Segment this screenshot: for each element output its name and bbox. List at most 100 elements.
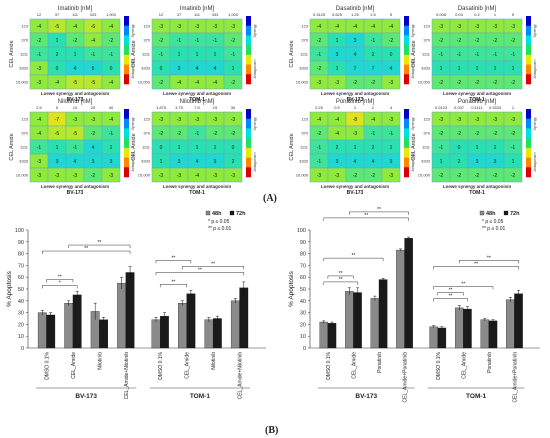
bar-48h <box>37 312 47 349</box>
legend-colorbar-segment <box>404 64 409 75</box>
legend-label: 48h <box>212 211 222 217</box>
heatmap-x-tick: 30 <box>231 105 236 110</box>
significance-marker: ** <box>449 293 453 299</box>
legend-colorbar-segment <box>404 109 409 120</box>
y-tick-label: 0 <box>303 346 306 352</box>
y-tick-label: 70 <box>300 263 306 269</box>
heatmap-cell-value: -2 <box>511 173 516 179</box>
heatmap-cell-value: 1 <box>336 66 339 72</box>
legend-colorbar-segment <box>526 35 531 46</box>
bar-72h <box>186 293 196 349</box>
heatmap-cell-line: TOM-1 <box>469 97 485 103</box>
heatmap-y-tick: 370 <box>423 131 430 136</box>
legend-label-bottom: Antagonism <box>253 153 257 172</box>
heatmap-cell-value: -2 <box>317 131 322 137</box>
significance-marker: ** <box>97 240 101 246</box>
significance-bracket <box>433 298 468 302</box>
heatmap-cell-value: -2 <box>353 80 358 86</box>
legend-label-top: Synergy <box>533 117 537 130</box>
heatmap-cell-value: 7 <box>354 66 357 72</box>
heatmap-cell-value: -4 <box>91 38 96 44</box>
significance-marker: ** <box>461 281 465 287</box>
heatmap-y-tick: 1111 <box>300 52 309 57</box>
legend-colorbar-segment <box>124 45 129 56</box>
legend-label-bottom: Antagonism <box>131 60 135 79</box>
heatmap-cell-value: 1 <box>476 66 479 72</box>
x-tick-label: CEL_Amide <box>351 352 357 379</box>
bar-48h <box>151 319 161 349</box>
heatmap-cell-value: -1 <box>317 159 322 165</box>
group-label: BV-173 <box>75 393 97 400</box>
heatmap-cell-value: 1 <box>196 52 199 58</box>
significance-bracket <box>155 272 245 276</box>
heatmap-cell-value: -4 <box>213 80 218 86</box>
heatmap-cell-value: -4 <box>109 80 114 86</box>
heatmap-ylabel: CEL Amide <box>131 40 137 67</box>
legend-colorbar-segment <box>404 54 409 65</box>
bar-72h <box>437 327 447 349</box>
heatmap-cell-value: -5 <box>73 131 78 137</box>
heatmap-cell-value: 0 <box>160 66 163 72</box>
y-axis-label: % Apoptosis <box>6 270 13 307</box>
heatmap-cell-value: -2 <box>91 131 96 137</box>
heatmap-y-tick: 10,000 <box>138 80 151 85</box>
legend-colorbar-segment <box>526 147 531 158</box>
y-tick-label: 20 <box>300 322 306 328</box>
heatmap-cell-value: -3 <box>511 24 516 30</box>
heatmap-cell-value: -1 <box>475 52 480 58</box>
heatmap-cell-value: 3 <box>354 38 357 44</box>
heatmap-cell-value: -3 <box>177 117 182 123</box>
y-tick-label: 10 <box>18 334 24 340</box>
heatmap-x-tick: 0.5 <box>334 105 340 110</box>
group-label: TOM-1 <box>190 393 210 400</box>
heatmap-y-tick: 10,000 <box>418 80 431 85</box>
heatmap-cell-value: 1 <box>178 52 181 58</box>
heatmap-cell-value: -3 <box>213 24 218 30</box>
heatmap-cell-value: -3 <box>439 117 444 123</box>
heatmap-cell-value: -3 <box>73 117 78 123</box>
significance-bracket <box>42 250 131 255</box>
heatmap-cell-value: -3 <box>389 117 394 123</box>
heatmap-cell-value: -4 <box>55 80 60 86</box>
heatmap-cell-value: 1 <box>458 66 461 72</box>
heatmap-y-tick: 1111 <box>20 145 29 150</box>
legend-colorbar-segment <box>404 74 409 85</box>
heatmap-cell-value: -5 <box>91 80 96 86</box>
legend-swatch-48h <box>479 210 485 216</box>
heatmap-cell-value: 1 <box>440 66 443 72</box>
significance-marker: ** <box>449 287 453 293</box>
legend-label-top: Synergy <box>131 24 135 37</box>
x-tick-label: CEL_Amide+Nilotinib <box>124 352 130 400</box>
heatmap-cell-value: -3 <box>457 24 462 30</box>
legend-colorbar-segment <box>526 16 531 27</box>
heatmap-x-tick: 37 <box>177 12 182 17</box>
heatmap-cell-value: -3 <box>231 117 236 123</box>
heatmap-y-tick: 1111 <box>300 145 309 150</box>
heatmap-cell-value: -2 <box>371 80 376 86</box>
legend-colorbar-segment <box>246 45 251 56</box>
heatmap-cell-value: -1 <box>109 131 114 137</box>
bar-48h <box>230 300 240 349</box>
legend-label-bottom: Antagonism <box>411 153 415 172</box>
heatmap-cell-value: -1 <box>439 52 444 58</box>
legend-colorbar-segment <box>404 35 409 46</box>
y-tick-label: 40 <box>18 299 24 305</box>
heatmap-cell <box>381 74 401 90</box>
heatmap-cell-value: -3 <box>159 173 164 179</box>
heatmap-cell-value: -5 <box>73 80 78 86</box>
heatmap-cell-value: 2 <box>372 52 375 58</box>
heatmap-title: Ponatinib [nM] <box>336 99 375 105</box>
heatmap-xlabel: Loewe synergy and antagonism <box>41 91 109 96</box>
heatmap-cell-value: -4 <box>109 24 114 30</box>
legend-label: 72h <box>236 211 246 217</box>
significance-marker: ** <box>58 274 62 280</box>
heatmap-x-tick: 1,000 <box>106 12 117 17</box>
heatmap-cell-value: 3 <box>56 159 59 165</box>
legend-label-bottom: Antagonism <box>533 153 537 172</box>
heatmap-cell-value: -1 <box>371 131 376 137</box>
heatmap-cell-value: 3 <box>92 159 95 165</box>
y-tick-label: 30 <box>18 311 24 317</box>
group-label: TOM-1 <box>466 393 486 400</box>
x-tick-label: CEL_Amide <box>461 352 467 379</box>
heatmap-cell-value: 1 <box>232 66 235 72</box>
